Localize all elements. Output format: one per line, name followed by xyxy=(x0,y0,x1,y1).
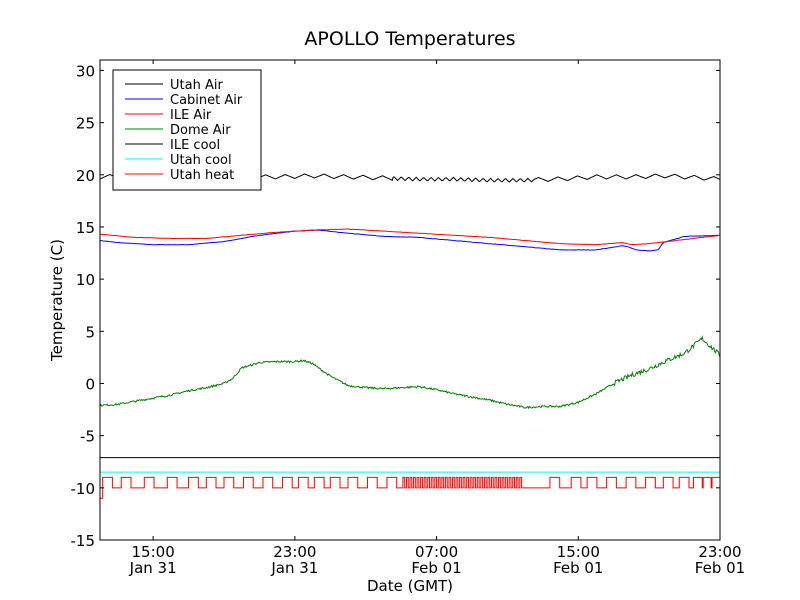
axes-frame xyxy=(99,59,721,541)
y-tick-label: 15 xyxy=(76,219,95,237)
x-tick-time-label: 15:00 xyxy=(132,543,175,561)
y-tick-label: 20 xyxy=(76,167,95,185)
legend-label: ILE Air xyxy=(170,108,212,123)
y-tick-label: 25 xyxy=(76,115,95,133)
x-tick-date-label: Feb 01 xyxy=(695,559,745,577)
y-tick-label: 10 xyxy=(76,271,95,289)
legend-label: Utah heat xyxy=(170,168,234,183)
x-tick-date-label: Feb 01 xyxy=(553,559,603,577)
x-axis-label: Date (GMT) xyxy=(367,577,453,595)
x-tick-date-label: Jan 31 xyxy=(129,559,177,577)
x-tick-time-label: 23:00 xyxy=(698,543,741,561)
legend-label: ILE cool xyxy=(170,138,220,153)
y-tick-label: -5 xyxy=(80,428,95,446)
chart-title: APOLLO Temperatures xyxy=(304,28,515,50)
series-cabinet-air-line xyxy=(99,229,721,252)
legend-label: Utah cool xyxy=(170,153,232,168)
y-axis-label: Temperature (C) xyxy=(48,239,66,362)
legend-box xyxy=(112,69,262,191)
x-tick-time-label: 15:00 xyxy=(557,543,600,561)
x-tick-time-label: 07:00 xyxy=(415,543,458,561)
x-tick-time-label: 23:00 xyxy=(273,543,316,561)
legend-label: Cabinet Air xyxy=(170,93,243,108)
x-tick-date-label: Jan 31 xyxy=(270,559,318,577)
series-dome-air-line xyxy=(99,335,721,410)
legend-label: Dome Air xyxy=(170,123,231,138)
series-utah-heat-line xyxy=(100,476,721,499)
y-tick-label: 0 xyxy=(85,375,95,393)
series-ile-air-line xyxy=(99,228,721,246)
y-tick-label: -15 xyxy=(71,532,96,550)
y-tick-label: 30 xyxy=(76,62,95,80)
y-tick-label: 5 xyxy=(85,323,95,341)
legend-label: Utah Air xyxy=(170,78,223,93)
x-tick-date-label: Feb 01 xyxy=(411,559,461,577)
y-axis: 30 25 20 15 10 5 0 -5 -10 -15 xyxy=(71,62,720,550)
plot-border xyxy=(99,59,721,541)
y-tick-label: -10 xyxy=(71,480,96,498)
